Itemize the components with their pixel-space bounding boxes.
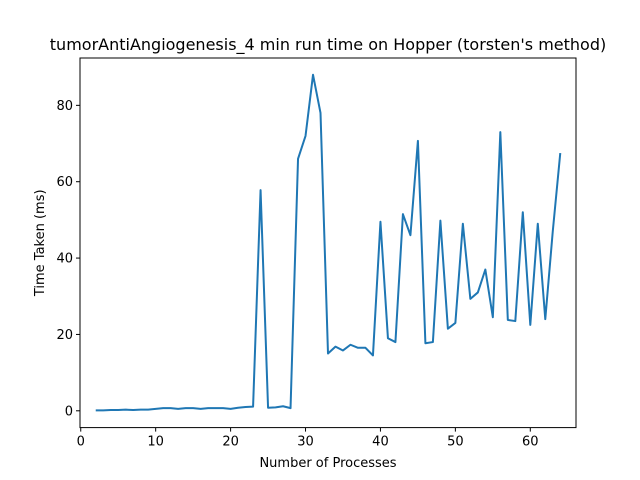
plot-area	[95, 73, 562, 412]
x-tick-label: 20	[222, 435, 239, 450]
x-tick-label: 30	[297, 435, 314, 450]
y-axis-label: Time Taken (ms)	[33, 189, 48, 297]
axes-frame	[79, 57, 577, 429]
x-tick-label: 10	[147, 435, 164, 450]
y-tick-label: 60	[56, 175, 73, 190]
y-tick-label: 80	[56, 99, 73, 114]
x-tick-label: 50	[447, 435, 464, 450]
x-axis-label: Number of Processes	[259, 456, 396, 471]
x-axis-ticks: 0 10 20 30 40 50 60	[77, 427, 539, 450]
x-tick-label: 60	[522, 435, 539, 450]
y-tick-label: 20	[56, 328, 73, 343]
y-tick-label: 40	[56, 252, 73, 267]
chart-title: tumorAntiAngiogenesis_4 min run time on …	[50, 35, 606, 55]
y-axis-ticks: 0 20 40 60 80	[56, 99, 80, 419]
y-tick-label: 0	[65, 404, 73, 419]
x-tick-label: 0	[77, 435, 85, 450]
x-tick-label: 40	[372, 435, 389, 450]
series-line	[95, 73, 562, 412]
